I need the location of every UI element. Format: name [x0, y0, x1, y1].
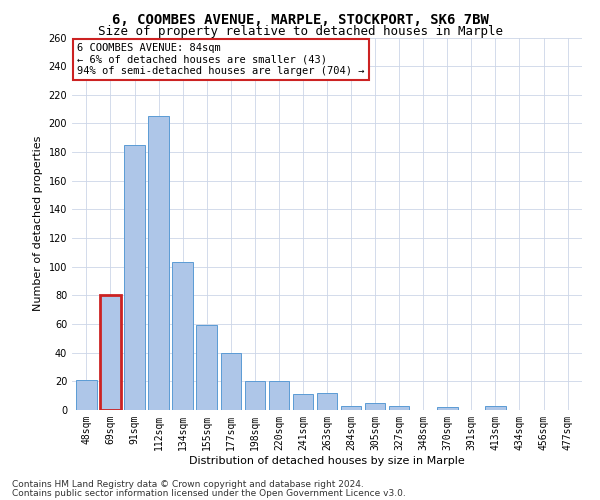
- Bar: [196, 326, 217, 410]
- Bar: [485, 406, 506, 410]
- Bar: [293, 394, 313, 410]
- Bar: [221, 352, 241, 410]
- Bar: [389, 406, 409, 410]
- Bar: [365, 403, 385, 410]
- Bar: [148, 116, 169, 410]
- Bar: [124, 145, 145, 410]
- Bar: [172, 262, 193, 410]
- Bar: [245, 382, 265, 410]
- Text: 6 COOMBES AVENUE: 84sqm
← 6% of detached houses are smaller (43)
94% of semi-det: 6 COOMBES AVENUE: 84sqm ← 6% of detached…: [77, 43, 365, 76]
- Text: Size of property relative to detached houses in Marple: Size of property relative to detached ho…: [97, 25, 503, 38]
- Y-axis label: Number of detached properties: Number of detached properties: [33, 136, 43, 312]
- X-axis label: Distribution of detached houses by size in Marple: Distribution of detached houses by size …: [189, 456, 465, 466]
- Bar: [317, 393, 337, 410]
- Bar: [100, 296, 121, 410]
- Bar: [269, 382, 289, 410]
- Text: Contains public sector information licensed under the Open Government Licence v3: Contains public sector information licen…: [12, 489, 406, 498]
- Bar: [437, 407, 458, 410]
- Text: Contains HM Land Registry data © Crown copyright and database right 2024.: Contains HM Land Registry data © Crown c…: [12, 480, 364, 489]
- Text: 6, COOMBES AVENUE, MARPLE, STOCKPORT, SK6 7BW: 6, COOMBES AVENUE, MARPLE, STOCKPORT, SK…: [112, 12, 488, 26]
- Bar: [341, 406, 361, 410]
- Bar: [76, 380, 97, 410]
